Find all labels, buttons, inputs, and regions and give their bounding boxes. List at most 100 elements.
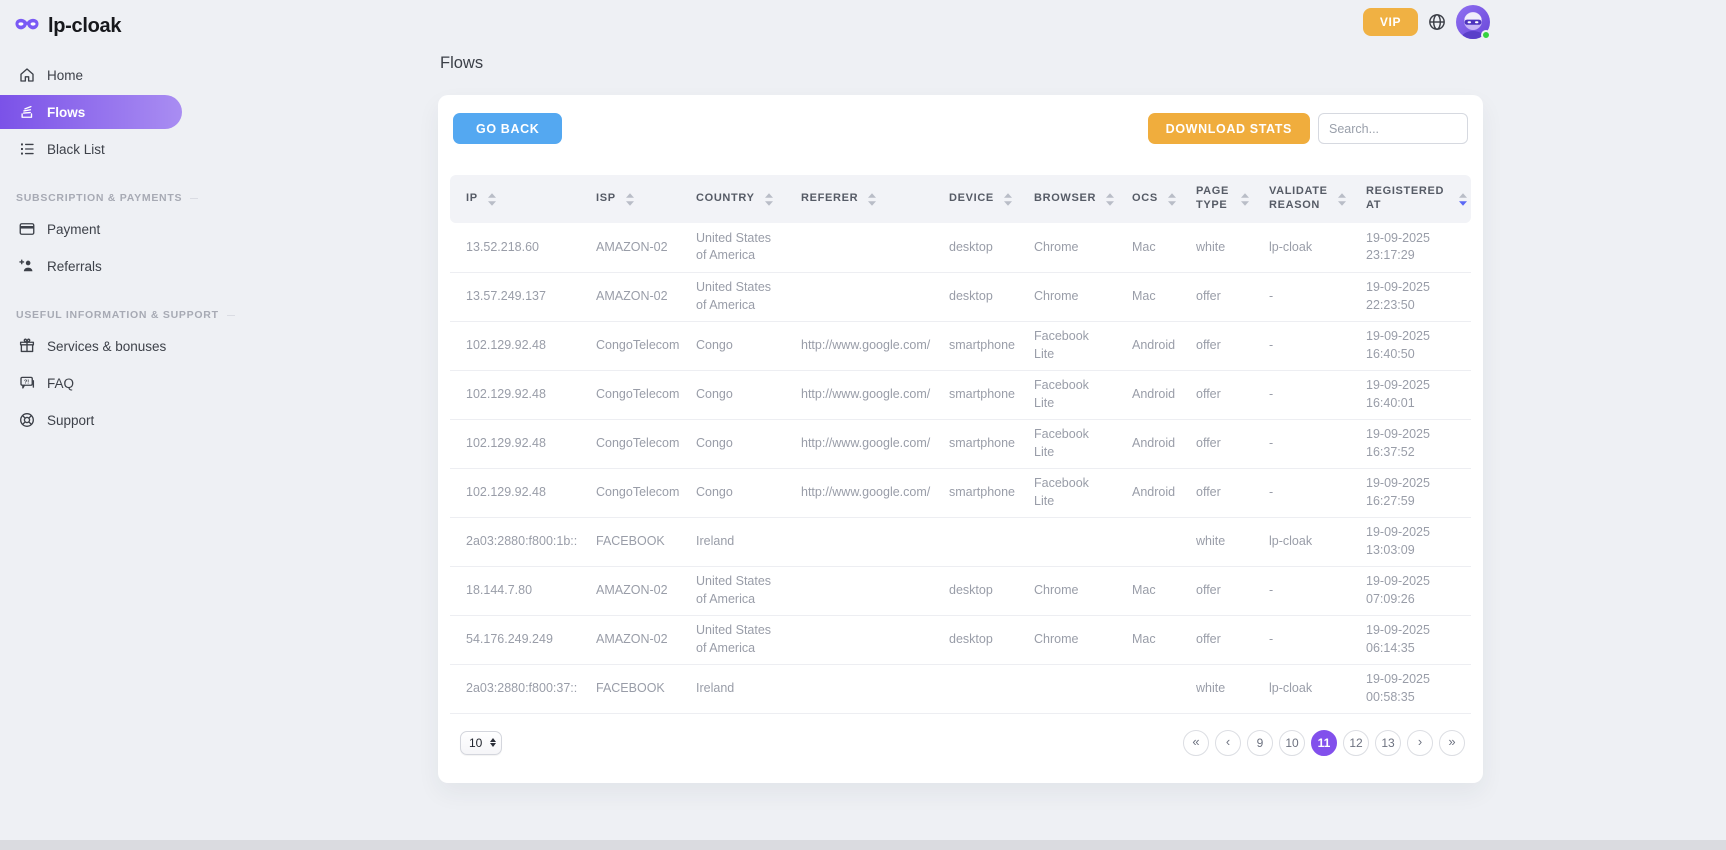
column-header-validate_reason[interactable]: VALIDATE REASON [1253, 175, 1350, 223]
cell-referer: http://www.google.com/ [785, 370, 933, 420]
column-header-isp[interactable]: ISP [580, 175, 680, 223]
cell-device: desktop [933, 566, 1018, 616]
cell-browser: Facebook Lite [1018, 419, 1116, 469]
cell-registered: 19-09-2025 16:40:50 [1350, 321, 1471, 371]
registered-date: 19-09-2025 [1366, 329, 1430, 344]
cell-isp: FACEBOOK [580, 664, 680, 714]
sidebar-item-label: Flows [47, 104, 86, 120]
vip-button[interactable]: VIP [1363, 8, 1418, 36]
cell-ocs: Android [1116, 370, 1180, 420]
pagination-last-button[interactable]: » [1439, 729, 1465, 756]
pagination-prev-button[interactable]: ‹ [1215, 729, 1241, 756]
cell-page_type: white [1180, 664, 1253, 714]
column-header-browser[interactable]: BROWSER [1018, 175, 1116, 223]
cell-validate_reason: - [1253, 468, 1350, 518]
registered-time: 16:40:50 [1366, 346, 1415, 361]
cell-ocs: Mac [1116, 566, 1180, 616]
sidebar-item-black-list[interactable]: Black List [0, 132, 182, 166]
cell-referer [785, 517, 933, 567]
cell-referer [785, 272, 933, 322]
download-stats-button[interactable]: DOWNLOAD STATS [1147, 113, 1310, 144]
cell-country: Congo [680, 370, 785, 420]
cell-validate_reason: - [1253, 370, 1350, 420]
cell-ip: 102.129.92.48 [450, 321, 580, 371]
cell-browser: Chrome [1018, 272, 1116, 322]
pagination-next-button[interactable]: › [1407, 729, 1433, 756]
search-input[interactable] [1318, 113, 1468, 144]
registered-date: 19-09-2025 [1366, 476, 1430, 491]
cell-device: smartphone [933, 321, 1018, 371]
toolbar-right: DOWNLOAD STATS [1147, 113, 1468, 144]
referrals-icon [18, 257, 36, 275]
table-row: 102.129.92.48 CongoTelecom Congo http://www… [450, 370, 1471, 420]
faq-icon: ?! [18, 374, 36, 392]
column-header-registered[interactable]: REGISTERED AT [1350, 175, 1471, 223]
column-header-ip[interactable]: IP [450, 175, 580, 223]
pagination-page-10[interactable]: 10 [1279, 729, 1305, 756]
online-status-dot [1481, 30, 1491, 40]
cell-device: desktop [933, 223, 1018, 273]
column-header-referer[interactable]: REFERER [785, 175, 933, 223]
sidebar-item-payment[interactable]: Payment [0, 212, 182, 246]
cell-page_type: offer [1180, 272, 1253, 322]
sort-icon [1106, 192, 1115, 206]
sort-icon [1338, 192, 1346, 206]
cell-ocs [1116, 517, 1180, 567]
cell-ip: 102.129.92.48 [450, 468, 580, 518]
registered-time: 22:23:50 [1366, 297, 1415, 312]
sidebar-item-faq[interactable]: ?! FAQ [0, 366, 182, 400]
column-header-page_type[interactable]: PAGE TYPE [1180, 175, 1253, 223]
cell-country: United States of America [680, 615, 785, 665]
column-label: ISP [596, 192, 616, 205]
cell-referer [785, 664, 933, 714]
sidebar-item-flows[interactable]: Flows [0, 95, 182, 129]
sort-icon [868, 192, 877, 206]
brand-logo[interactable]: lp-cloak [0, 0, 200, 40]
pagination-page-13[interactable]: 13 [1375, 729, 1401, 756]
sidebar-item-services-bonuses[interactable]: Services & bonuses [0, 329, 182, 363]
column-header-country[interactable]: COUNTRY [680, 175, 785, 223]
cell-registered: 19-09-2025 22:23:50 [1350, 272, 1471, 322]
globe-icon[interactable] [1427, 12, 1447, 32]
avatar[interactable] [1456, 5, 1491, 40]
sidebar-item-referrals[interactable]: Referrals [0, 249, 182, 283]
registered-time: 00:58:35 [1366, 689, 1415, 704]
cell-ip: 2a03:2880:f800:1b:: [450, 517, 580, 567]
pagination-first-button[interactable]: « [1183, 729, 1209, 756]
horizontal-scrollbar[interactable] [0, 840, 1726, 850]
registered-time: 16:40:01 [1366, 395, 1415, 410]
brand-name: lp-cloak [48, 14, 122, 37]
cell-isp: CongoTelecom [580, 370, 680, 420]
page-size-select[interactable]: 10 [460, 730, 502, 755]
cell-registered: 19-09-2025 16:40:01 [1350, 370, 1471, 420]
pagination-page-9[interactable]: 9 [1247, 729, 1273, 756]
sidebar-item-label: Services & bonuses [47, 338, 167, 354]
go-back-button[interactable]: GO BACK [453, 113, 563, 144]
column-header-ocs[interactable]: OCS [1116, 175, 1180, 223]
cell-country: Ireland [680, 664, 785, 714]
cell-browser: Facebook Lite [1018, 468, 1116, 518]
gift-icon [18, 337, 36, 355]
cell-referer: http://www.google.com/ [785, 468, 933, 518]
column-header-device[interactable]: DEVICE [933, 175, 1018, 223]
cell-device: desktop [933, 272, 1018, 322]
sidebar-item-home[interactable]: Home [0, 58, 182, 92]
cell-ip: 2a03:2880:f800:37:: [450, 664, 580, 714]
table-row: 54.176.249.249 AMAZON-02 United States of … [450, 615, 1471, 665]
svg-text:?!: ?! [24, 379, 29, 385]
column-label: COUNTRY [696, 192, 755, 205]
cell-page_type: offer [1180, 419, 1253, 469]
pagination-page-11[interactable]: 11 [1311, 729, 1337, 756]
registered-date: 19-09-2025 [1366, 378, 1430, 393]
cell-ocs: Mac [1116, 223, 1180, 273]
registered-time: 13:03:09 [1366, 542, 1415, 557]
cell-isp: CongoTelecom [580, 419, 680, 469]
column-label: REGISTERED AT [1366, 185, 1445, 211]
cell-isp: CongoTelecom [580, 468, 680, 518]
cell-device: desktop [933, 615, 1018, 665]
card-toolbar: GO BACK DOWNLOAD STATS [438, 95, 1483, 144]
flows-card: GO BACK DOWNLOAD STATS IP ISP COUNTRY REFER… [438, 95, 1483, 783]
cell-ip: 54.176.249.249 [450, 615, 580, 665]
sidebar-item-support[interactable]: Support [0, 403, 182, 437]
pagination-page-12[interactable]: 12 [1343, 729, 1369, 756]
